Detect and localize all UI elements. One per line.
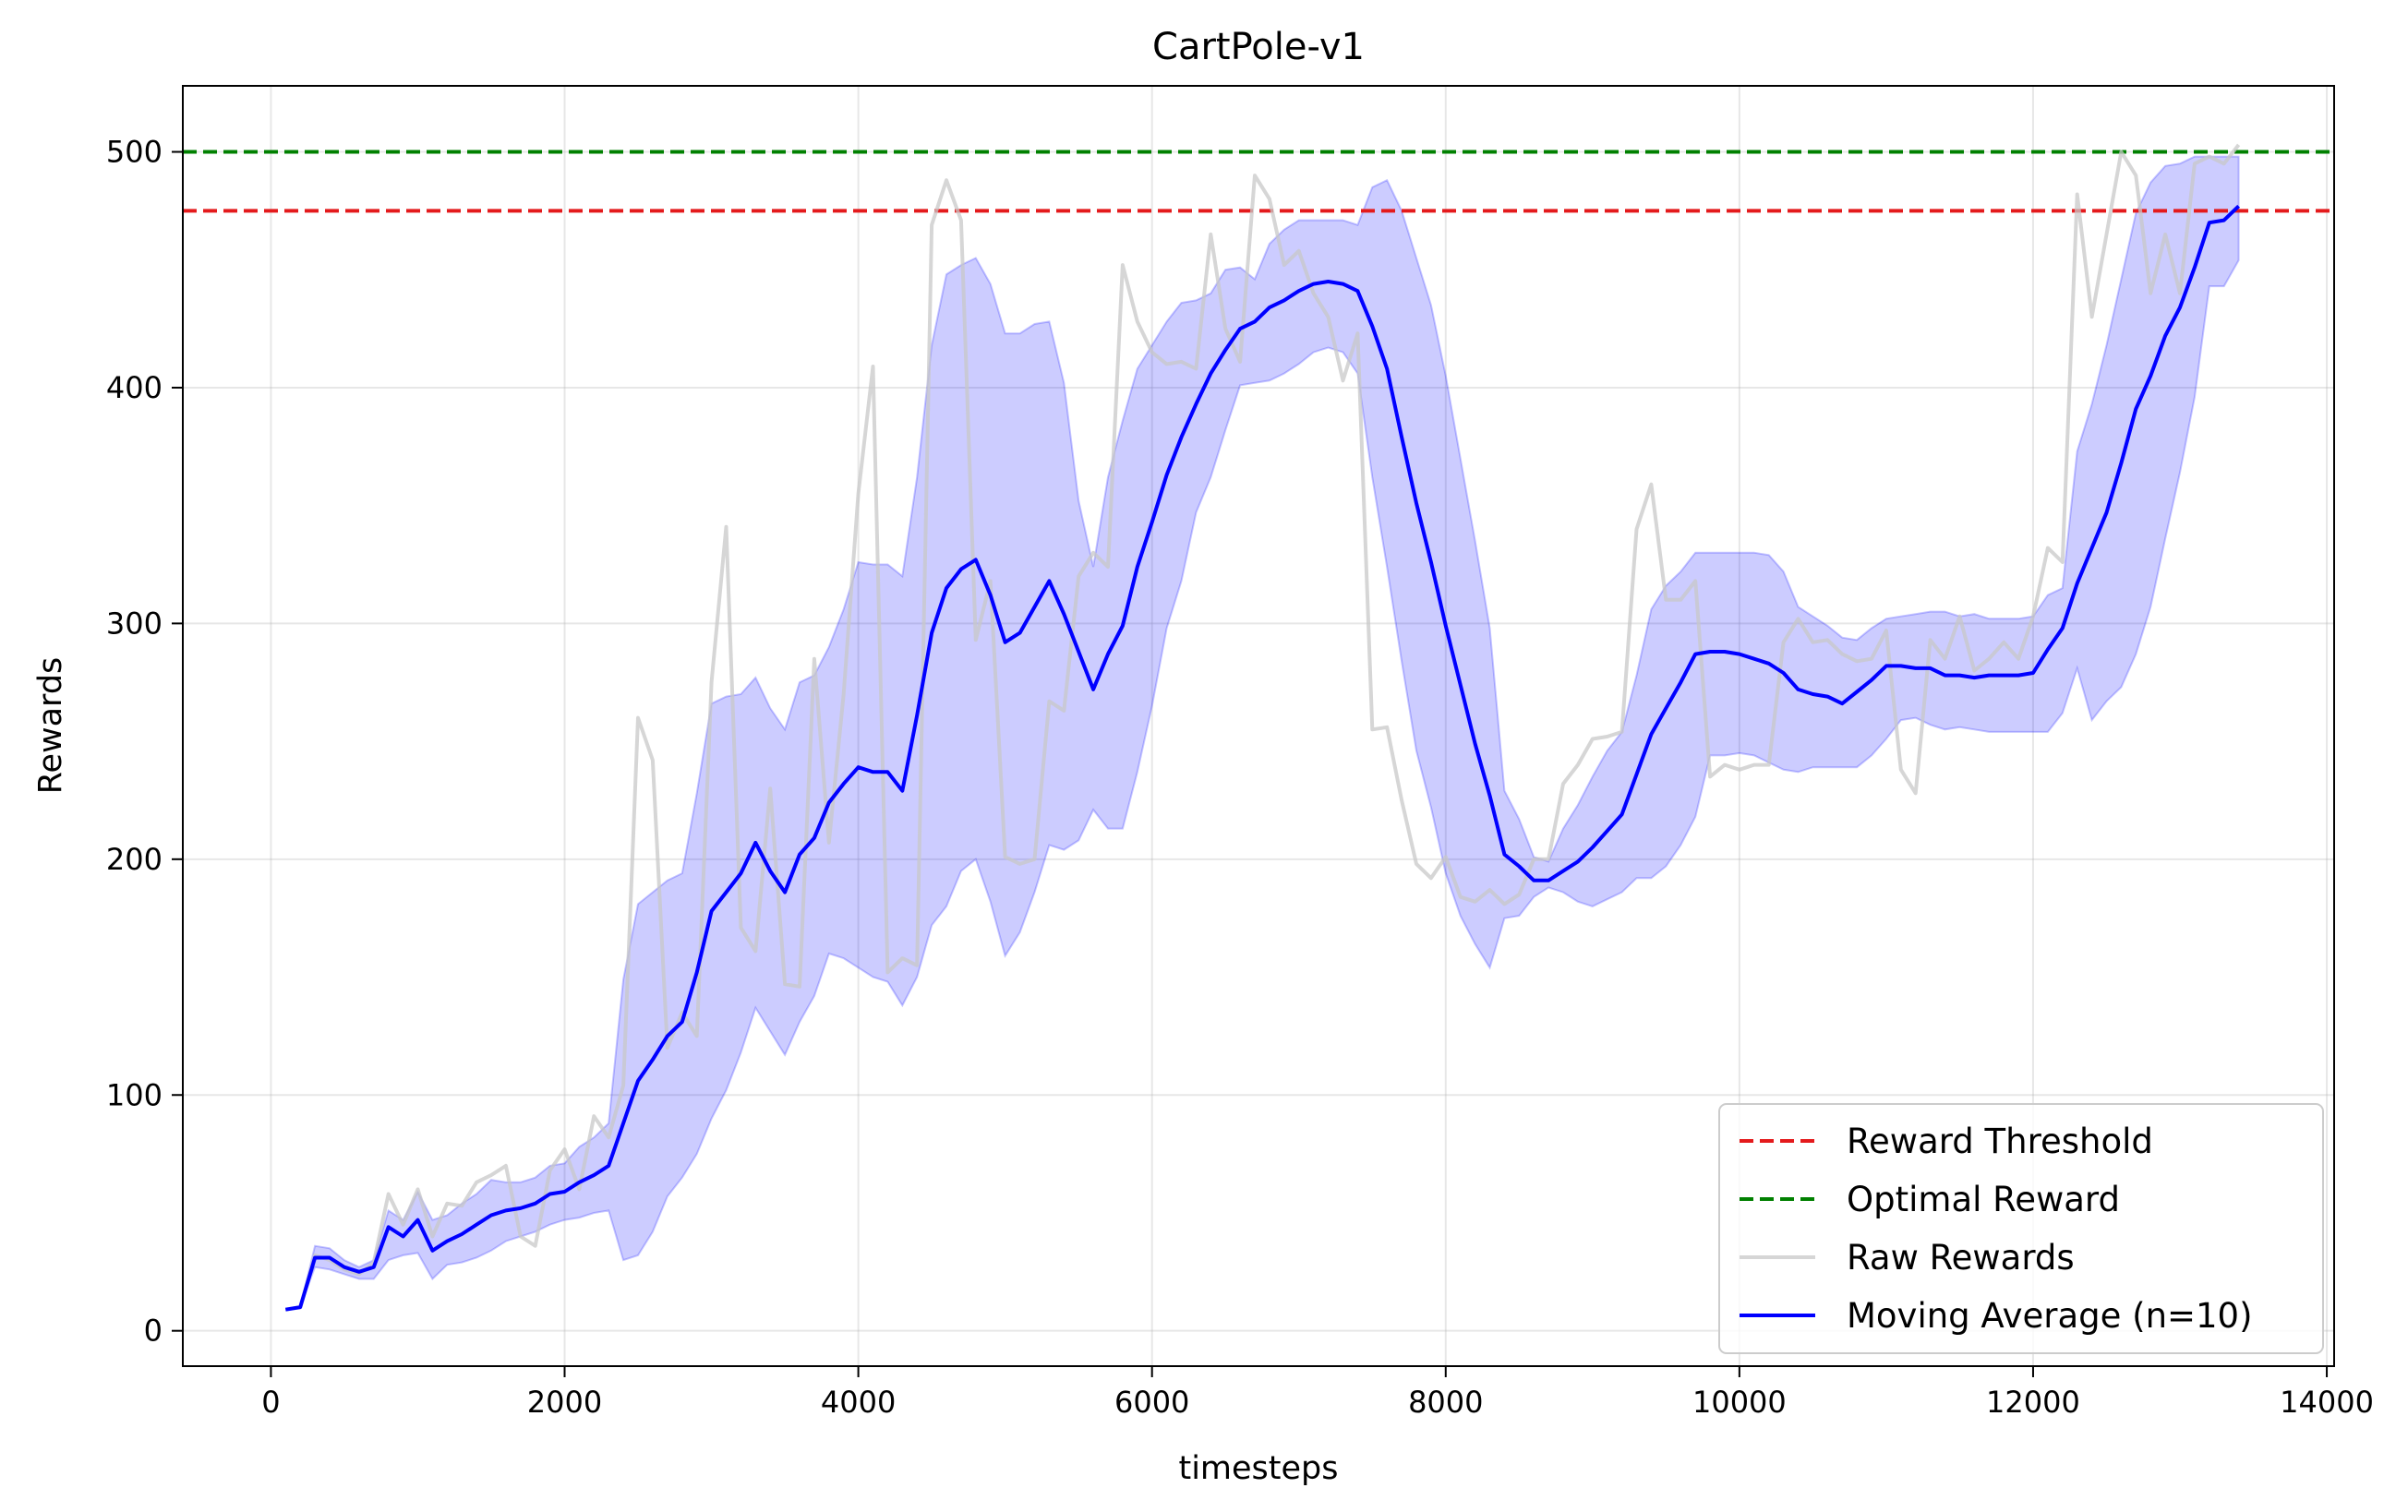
legend-box — [1718, 1103, 2324, 1354]
y-axis-label: Rewards — [32, 657, 69, 795]
y-axis-ticks: 0 100 200 300 400 500 — [106, 135, 183, 1349]
x-axis-label: timesteps — [1178, 1450, 1338, 1487]
legend-label-moving-average-n-10: Moving Average (n=10) — [1847, 1296, 2253, 1336]
raw-rewards-line — [284, 143, 2241, 1312]
plot-area-frame — [182, 85, 2335, 1367]
y-tick-label: 500 — [106, 135, 163, 170]
reference-lines — [183, 150, 2334, 213]
x-tick-label: 2000 — [527, 1385, 602, 1420]
x-tick-label: 6000 — [1114, 1385, 1189, 1420]
y-tick-label: 400 — [106, 370, 163, 405]
x-axis-ticks: 0 2000 4000 6000 8000 10000 12000 14000 — [261, 1366, 2374, 1420]
legend-label-raw-rewards: Raw Rewards — [1847, 1238, 2075, 1278]
x-tick-label: 14000 — [2280, 1385, 2374, 1420]
chart-title: CartPole-v1 — [1152, 26, 1365, 68]
x-tick-label: 8000 — [1408, 1385, 1483, 1420]
x-tick-label: 4000 — [821, 1385, 896, 1420]
legend: Reward Threshold Optimal Reward Raw Reward… — [1718, 1103, 2324, 1354]
legend-label-reward-threshold: Reward Threshold — [1847, 1122, 2153, 1161]
grid-lines — [183, 86, 2334, 1366]
moving-average-n-10--line — [284, 204, 2240, 1312]
legend-label-optimal-reward: Optimal Reward — [1847, 1180, 2120, 1219]
x-tick-label: 10000 — [1692, 1385, 1787, 1420]
x-tick-label: 0 — [261, 1385, 280, 1420]
x-tick-label: 12000 — [1986, 1385, 2080, 1420]
y-tick-label: 300 — [106, 606, 163, 641]
y-tick-label: 0 — [144, 1314, 163, 1349]
y-tick-label: 200 — [106, 842, 163, 877]
series-lines — [284, 143, 2241, 1312]
y-tick-label: 100 — [106, 1077, 163, 1112]
